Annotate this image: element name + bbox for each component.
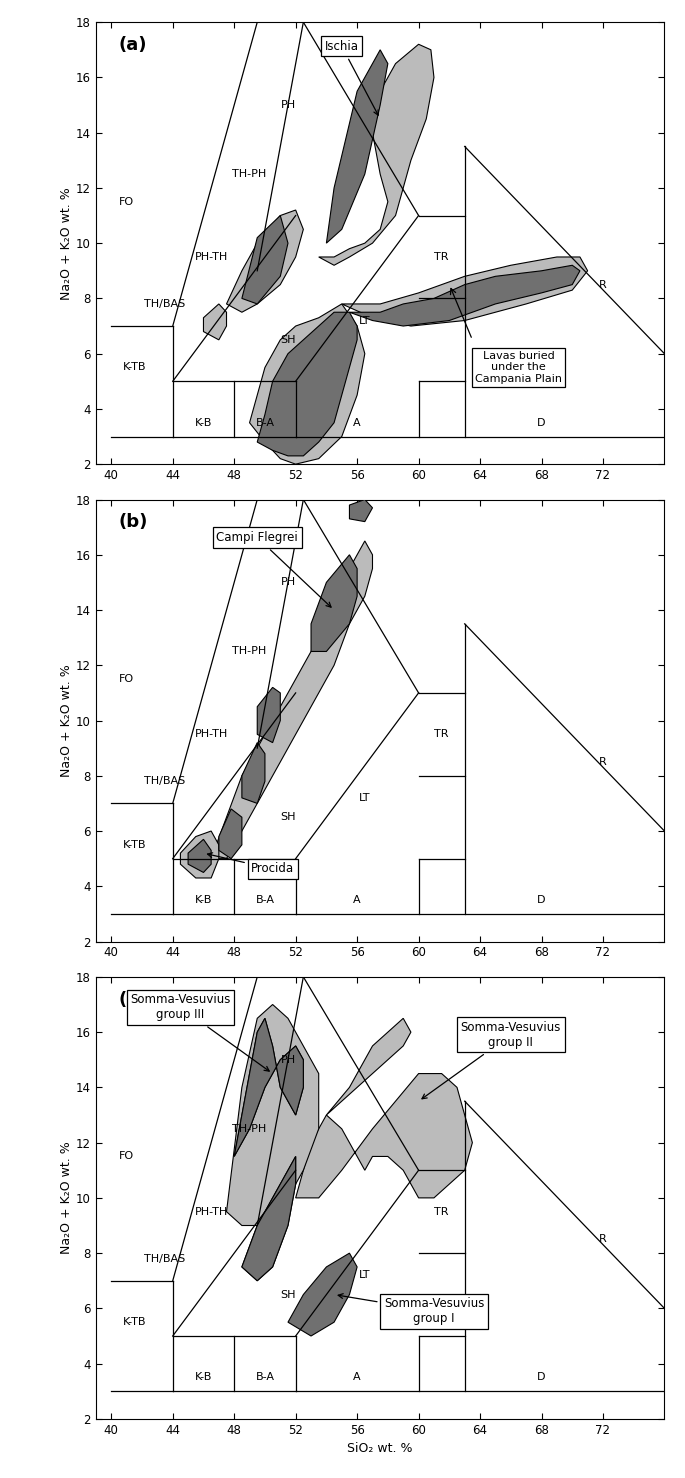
Text: SH: SH <box>280 336 296 344</box>
Polygon shape <box>242 742 265 804</box>
Polygon shape <box>242 1156 296 1281</box>
Text: FO: FO <box>119 197 134 207</box>
Polygon shape <box>258 687 280 742</box>
Text: B-A: B-A <box>256 1373 275 1382</box>
X-axis label: SiO₂ wt. %: SiO₂ wt. % <box>347 1443 413 1456</box>
Polygon shape <box>288 1253 357 1336</box>
Polygon shape <box>219 808 242 859</box>
Text: Ischia: Ischia <box>325 40 378 115</box>
Text: Somma-Vesuvius
group III: Somma-Vesuvius group III <box>130 993 269 1072</box>
Text: D: D <box>537 418 546 427</box>
Polygon shape <box>227 210 303 312</box>
Text: FO: FO <box>119 674 134 684</box>
Polygon shape <box>326 50 388 244</box>
Text: K-B: K-B <box>195 1373 212 1382</box>
Text: Somma-Vesuvius
group I: Somma-Vesuvius group I <box>338 1293 484 1326</box>
Text: R: R <box>599 279 607 290</box>
Text: (c): (c) <box>119 990 146 1008</box>
Text: PH-TH: PH-TH <box>195 251 228 262</box>
Polygon shape <box>249 304 365 464</box>
Y-axis label: Na₂O + K₂O wt. %: Na₂O + K₂O wt. % <box>60 1141 73 1255</box>
Text: K-TB: K-TB <box>123 840 146 850</box>
Text: B-A: B-A <box>256 418 275 427</box>
Text: PH: PH <box>280 1055 295 1064</box>
Polygon shape <box>242 1156 296 1281</box>
Text: TH-PH: TH-PH <box>232 646 266 656</box>
Polygon shape <box>242 216 288 304</box>
Text: TR: TR <box>434 1206 449 1216</box>
Text: TH/BAS: TH/BAS <box>145 776 186 786</box>
Text: TH-PH: TH-PH <box>232 1123 266 1134</box>
Text: PH-TH: PH-TH <box>195 1206 228 1216</box>
Polygon shape <box>326 1018 411 1114</box>
Text: (b): (b) <box>119 513 149 531</box>
Text: PH: PH <box>280 578 295 587</box>
Polygon shape <box>188 840 211 872</box>
Polygon shape <box>203 304 227 340</box>
Polygon shape <box>311 554 357 652</box>
Polygon shape <box>296 1073 473 1197</box>
Text: SH: SH <box>280 813 296 822</box>
Text: A: A <box>353 896 361 905</box>
Y-axis label: Na₂O + K₂O wt. %: Na₂O + K₂O wt. % <box>60 664 73 777</box>
Polygon shape <box>349 265 580 327</box>
Text: Lavas buried
under the
Campania Plain: Lavas buried under the Campania Plain <box>475 350 562 384</box>
Polygon shape <box>258 312 357 455</box>
Text: LT: LT <box>359 1270 371 1280</box>
Polygon shape <box>180 831 219 878</box>
Polygon shape <box>211 541 373 859</box>
Text: B-A: B-A <box>256 896 275 905</box>
Text: A: A <box>353 418 361 427</box>
Text: SH: SH <box>280 1290 296 1299</box>
Text: TH/BAS: TH/BAS <box>145 299 186 309</box>
Text: Procida: Procida <box>208 853 294 875</box>
Text: TH/BAS: TH/BAS <box>145 1253 186 1264</box>
Text: K-TB: K-TB <box>123 362 146 372</box>
Polygon shape <box>227 1005 319 1225</box>
Text: R: R <box>599 1234 607 1244</box>
Text: LT: LT <box>359 792 371 803</box>
Text: A: A <box>353 1373 361 1382</box>
Text: Campi Flegrei: Campi Flegrei <box>216 531 331 607</box>
Polygon shape <box>234 1018 303 1156</box>
Polygon shape <box>342 257 588 327</box>
Text: K-B: K-B <box>195 418 212 427</box>
Text: TH-PH: TH-PH <box>232 168 266 179</box>
Text: FO: FO <box>119 1151 134 1162</box>
Text: D: D <box>537 1373 546 1382</box>
Polygon shape <box>349 500 373 522</box>
Text: D: D <box>537 896 546 905</box>
Text: PH-TH: PH-TH <box>195 729 228 739</box>
Text: LT: LT <box>359 315 371 325</box>
Text: K-TB: K-TB <box>123 1317 146 1327</box>
Text: K-B: K-B <box>195 896 212 905</box>
Text: TR: TR <box>434 729 449 739</box>
Y-axis label: Na₂O + K₂O wt. %: Na₂O + K₂O wt. % <box>60 186 73 300</box>
Text: R: R <box>599 757 607 767</box>
Polygon shape <box>234 1018 303 1156</box>
Text: PH: PH <box>280 101 295 109</box>
Text: Somma-Vesuvius
group II: Somma-Vesuvius group II <box>422 1021 561 1098</box>
Polygon shape <box>319 44 434 265</box>
Text: TR: TR <box>434 251 449 262</box>
Text: (a): (a) <box>119 35 147 55</box>
